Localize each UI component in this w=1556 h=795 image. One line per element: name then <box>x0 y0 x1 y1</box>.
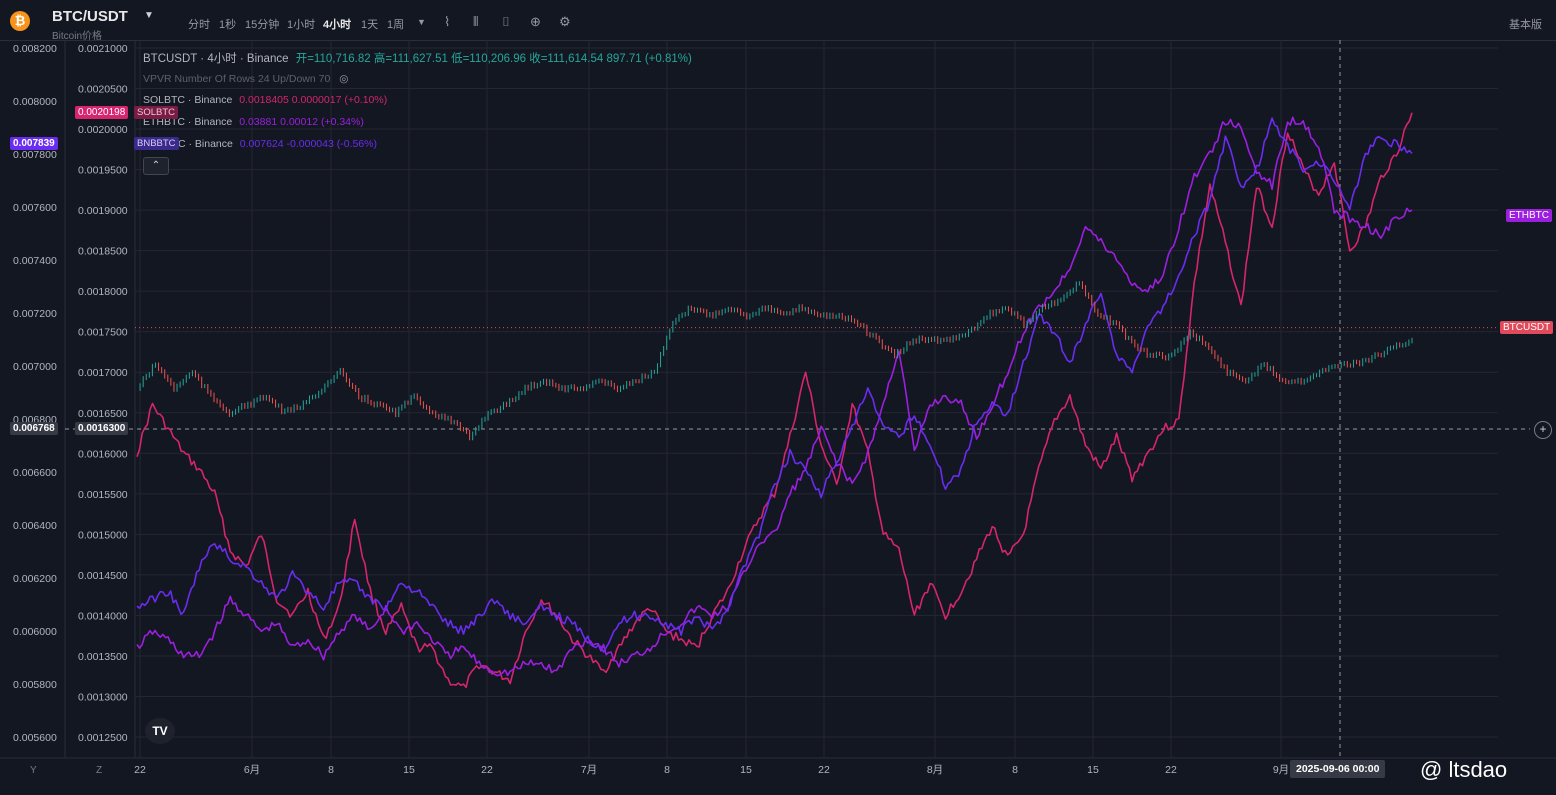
legend-eth: ETHBTC · Binance 0.03881 0.00012 (+0.34%… <box>143 116 364 128</box>
legend-ohlc: 开=110,716.82 高=111,627.51 低=110,206.96 收… <box>295 53 692 65</box>
timeframe-1[interactable]: 1秒 <box>219 19 237 31</box>
legend-sol-values: 0.0018405 0.0000017 (+0.10%) <box>239 94 388 106</box>
add-icon[interactable]: ⊕ <box>530 14 541 29</box>
inner-tick-label: 0.0015000 <box>78 529 128 541</box>
inner-tick-label: 0.0019000 <box>78 205 128 217</box>
symbol-title[interactable]: BTC/USDT <box>52 8 128 25</box>
timeframe-6[interactable]: 1周 <box>387 19 405 31</box>
right-btc-badge: BTCUSDT <box>1500 321 1554 334</box>
outer-tick-label: 0.008200 <box>13 43 57 55</box>
timeframe-4[interactable]: 4小时 <box>323 19 352 31</box>
left-sol-price-badge: 0.0020198 <box>75 106 129 119</box>
legend-sol-name: SOLBTC · Binance <box>143 94 233 106</box>
inner-tick-label: 0.0014500 <box>78 570 128 582</box>
legend-vpvr: VPVR Number Of Rows 24 Up/Down 70 ◎ <box>143 73 348 85</box>
settings-icon[interactable]: ⚙ <box>559 14 571 29</box>
x-tick-label: 15 <box>1087 764 1099 776</box>
series-line-solbtc <box>136 112 1413 689</box>
outer-tick-label: 0.006400 <box>13 520 57 532</box>
chevron-down-icon[interactable]: ▼ <box>144 10 154 21</box>
outer-tick-label: 0.006200 <box>13 573 57 585</box>
eye-hidden-icon[interactable]: ◎ <box>339 73 349 85</box>
outer-tick-label: 0.007200 <box>13 308 57 320</box>
inner-tick-label: 0.0012500 <box>78 732 128 744</box>
legend-eth-values: 0.03881 0.00012 (+0.34%) <box>239 116 364 128</box>
x-tick-label: 22 <box>134 764 146 776</box>
top-toolbar: ₿ BTC/USDT ▼ Bitcoin价格 分时 1秒 15分钟 1小时 4小时 1天 1… <box>0 0 1556 42</box>
inner-tick-label: 0.0019500 <box>78 165 128 177</box>
x-tick-label: 22 <box>1165 764 1177 776</box>
symbol-subtitle: Bitcoin价格 <box>52 31 103 42</box>
crosshair-time-label: 2025-09-06 00:00 <box>1290 760 1386 778</box>
timeframe-2[interactable]: 15分钟 <box>245 19 280 31</box>
basic-version-toggle[interactable]: 基本版 <box>1509 19 1542 31</box>
x-tick-label: 8 <box>328 764 334 776</box>
series-line-bnbbtc <box>136 117 1413 653</box>
inner-tick-label: 0.0016500 <box>78 408 128 420</box>
inner-tick-label: 0.0013000 <box>78 691 128 703</box>
x-tick-label: 9月 <box>1273 764 1289 776</box>
left-bnb-price-badge: 0.007839 <box>10 137 58 150</box>
outer-tick-label: 0.007000 <box>13 361 57 373</box>
indicator-icon[interactable]: ⌇ <box>444 14 451 29</box>
compare-icon[interactable]: ⫴ <box>473 14 479 29</box>
x-tick-label: 7月 <box>581 764 597 776</box>
z-zoom-button[interactable]: Z <box>96 765 103 776</box>
x-tick-label: 8 <box>664 764 670 776</box>
inner-tick-label: 0.0020000 <box>78 124 128 136</box>
inner-tick-label: 0.0018500 <box>78 246 128 258</box>
outer-tick-label: 0.006000 <box>13 626 57 638</box>
outer-tick-label: 0.005800 <box>13 679 57 691</box>
inner-tick-label: 0.0015500 <box>78 489 128 501</box>
legend-eth-name: ETHBTC · Binance <box>143 116 233 128</box>
legend-sol: SOLBTC · Binance 0.0018405 0.0000017 (+0… <box>143 94 387 106</box>
cursor-outer-price: 0.006768 <box>10 422 58 435</box>
watermark-text: @ ltsdao <box>1420 757 1508 782</box>
legend-bnb-values: 0.007624 -0.000043 (-0.56%) <box>239 138 377 150</box>
right-eth-badge: ETHBTC <box>1506 209 1552 222</box>
x-tick-label: 8月 <box>927 764 943 776</box>
x-tick-label: 8 <box>1012 764 1018 776</box>
left-bnb-tag: BNBBTC <box>134 137 179 150</box>
timeframe-dropdown-icon[interactable]: ▼ <box>417 17 426 27</box>
inner-tick-label: 0.0017000 <box>78 367 128 379</box>
timeframe-0[interactable]: 分时 <box>188 19 210 31</box>
y-zoom-button[interactable]: Y <box>30 765 37 776</box>
outer-tick-label: 0.006600 <box>13 467 57 479</box>
outer-tick-label: 0.008000 <box>13 96 57 108</box>
x-tick-label: 22 <box>818 764 830 776</box>
timeframe-5[interactable]: 1天 <box>361 19 379 31</box>
cursor-inner-price: 0.0016300 <box>75 422 129 435</box>
timeframe-3[interactable]: 1小时 <box>287 19 316 31</box>
inner-tick-label: 0.0017500 <box>78 327 128 339</box>
legend-vpvr-label: VPVR Number Of Rows 24 Up/Down 70 <box>143 73 331 85</box>
inner-tick-label: 0.0018000 <box>78 286 128 298</box>
tradingview-logo-icon[interactable]: TV <box>145 718 175 744</box>
inner-tick-label: 0.0013500 <box>78 651 128 663</box>
x-tick-label: 22 <box>481 764 493 776</box>
inner-tick-label: 0.0020500 <box>78 84 128 96</box>
outer-tick-label: 0.007600 <box>13 202 57 214</box>
x-tick-label: 15 <box>403 764 415 776</box>
x-tick-label: 15 <box>740 764 752 776</box>
collapse-legend-button[interactable]: ⌃ <box>143 157 169 175</box>
outer-tick-label: 0.007400 <box>13 255 57 267</box>
legend-main: BTCUSDT · 4小时 · Binance 开=110,716.82 高=1… <box>143 50 692 66</box>
inner-tick-label: 0.0016000 <box>78 448 128 460</box>
inner-tick-label: 0.0014000 <box>78 610 128 622</box>
add-alert-icon[interactable]: + <box>1534 421 1552 439</box>
bitcoin-logo-icon: ₿ <box>10 11 30 31</box>
outer-tick-label: 0.007800 <box>13 149 57 161</box>
x-tick-label: 6月 <box>244 764 260 776</box>
series-line-ethbtc <box>136 116 1413 677</box>
left-sol-tag: SOLBTC <box>134 106 179 119</box>
camera-icon[interactable]: ⌷ <box>502 14 510 29</box>
legend-main-name: BTCUSDT · 4小时 · Binance <box>143 53 289 65</box>
inner-tick-label: 0.0021000 <box>78 43 128 55</box>
outer-tick-label: 0.005600 <box>13 732 57 744</box>
